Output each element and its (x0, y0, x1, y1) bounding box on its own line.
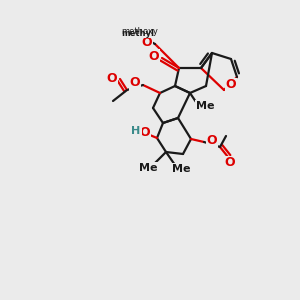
Text: Me: Me (196, 101, 214, 111)
Text: methyl: methyl (122, 28, 154, 38)
Text: O: O (142, 37, 152, 50)
Text: O: O (149, 50, 159, 62)
Text: O: O (107, 71, 117, 85)
Text: O: O (207, 134, 217, 146)
Text: O: O (130, 76, 140, 89)
Text: O: O (225, 157, 235, 169)
Text: O: O (140, 127, 150, 140)
Text: O: O (226, 79, 236, 92)
Text: methoxy: methoxy (122, 26, 158, 35)
Text: Me: Me (139, 163, 157, 173)
Text: H: H (131, 126, 141, 136)
Text: Me: Me (172, 164, 190, 174)
